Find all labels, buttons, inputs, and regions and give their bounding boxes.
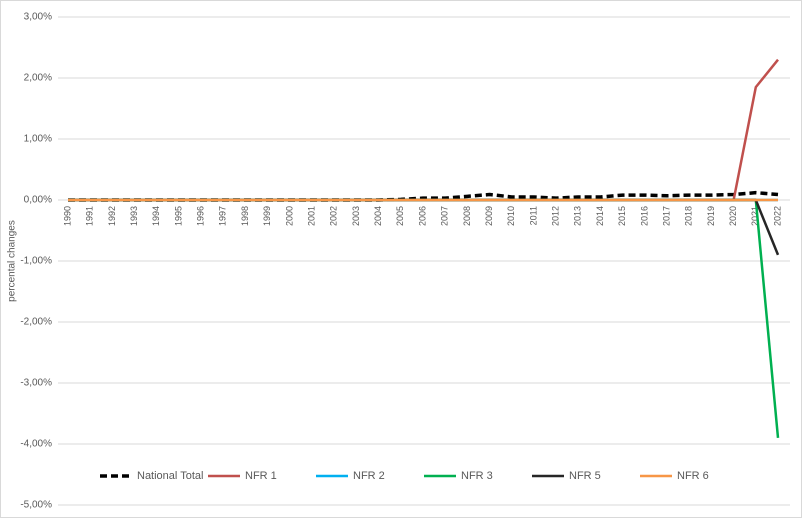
- legend-label: NFR 6: [677, 470, 709, 482]
- legend-label: NFR 5: [569, 470, 601, 482]
- y-tick-label: -5,00%: [20, 500, 52, 511]
- x-tick-label: 2001: [306, 206, 316, 226]
- x-tick-label: 1992: [107, 206, 117, 226]
- legend-label: National Total: [137, 470, 203, 482]
- legend: National Total NFR 1 NFR 2 NFR 3 NFR 5 NFR 6: [100, 470, 709, 482]
- x-tick-label: 1997: [218, 206, 228, 226]
- x-tick-label: 2015: [617, 206, 627, 226]
- y-axis-label: percental changes: [7, 220, 18, 302]
- x-tick-label: 2010: [506, 206, 516, 226]
- x-tick-label: 1991: [85, 206, 95, 226]
- x-tick-label: 2007: [440, 206, 450, 226]
- y-tick-label: 0,00%: [24, 195, 52, 206]
- y-tick-label: -2,00%: [20, 317, 52, 328]
- x-tick-label: 2019: [706, 206, 716, 226]
- legend-label: NFR 2: [353, 470, 385, 482]
- y-tick-label: 3,00%: [24, 12, 52, 23]
- y-tick-label: -4,00%: [20, 439, 52, 450]
- y-tick-label: -3,00%: [20, 378, 52, 389]
- x-tick-label: 2017: [661, 206, 671, 226]
- x-tick-label: 1994: [151, 206, 161, 226]
- legend-label: NFR 3: [461, 470, 493, 482]
- x-tick-label: 1998: [240, 206, 250, 226]
- x-tick-label: 2014: [595, 206, 605, 226]
- x-tick-label: 2000: [284, 206, 294, 226]
- y-tick-label: 2,00%: [24, 73, 52, 84]
- x-tick-label: 2005: [395, 206, 405, 226]
- x-tick-label: 2021: [750, 206, 760, 226]
- x-tick-label: 2016: [639, 206, 649, 226]
- x-tick-label: 2020: [728, 206, 738, 226]
- x-tick-label: 1996: [196, 206, 206, 226]
- x-tick-label: 2022: [772, 206, 782, 226]
- x-tick-label: 2013: [573, 206, 583, 226]
- x-tick-label: 1995: [173, 206, 183, 226]
- x-tick-label: 2006: [417, 206, 427, 226]
- series-line: [68, 190, 779, 202]
- x-tick-label: 2004: [373, 206, 383, 226]
- x-tick-label: 2003: [351, 206, 361, 226]
- x-tick-label: 2009: [484, 206, 494, 226]
- x-tick-label: 2008: [462, 206, 472, 226]
- x-tick-label: 1993: [129, 206, 139, 226]
- x-tick-label: 2011: [528, 206, 538, 225]
- x-tick-label: 2012: [551, 206, 561, 226]
- x-tick-label: 2002: [329, 206, 339, 226]
- legend-label: NFR 1: [245, 470, 277, 482]
- y-tick-label: 1,00%: [24, 134, 52, 145]
- y-tick-label: -1,00%: [20, 256, 52, 267]
- x-tick-label: 2018: [684, 206, 694, 226]
- x-tick-label: 1990: [62, 206, 72, 226]
- x-tick-label: 1999: [262, 206, 272, 226]
